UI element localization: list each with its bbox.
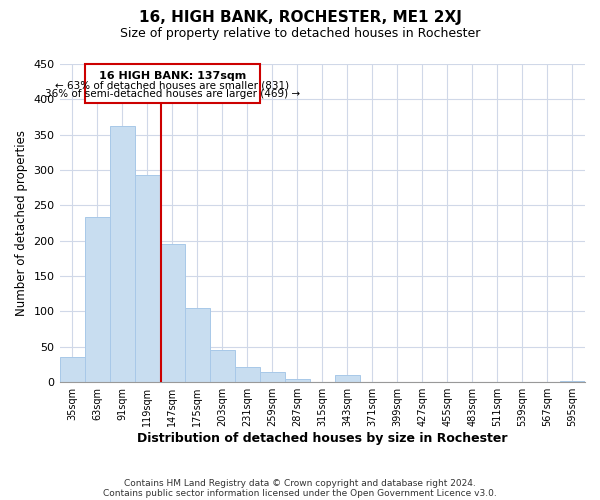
Y-axis label: Number of detached properties: Number of detached properties — [15, 130, 28, 316]
Bar — [260, 372, 285, 382]
Text: Contains HM Land Registry data © Crown copyright and database right 2024.: Contains HM Land Registry data © Crown c… — [124, 478, 476, 488]
Bar — [110, 126, 134, 382]
Bar — [85, 64, 260, 103]
Bar — [160, 244, 185, 382]
Bar — [185, 308, 209, 382]
Text: ← 63% of detached houses are smaller (831): ← 63% of detached houses are smaller (83… — [55, 80, 289, 90]
Bar — [209, 350, 235, 382]
Text: Contains public sector information licensed under the Open Government Licence v3: Contains public sector information licen… — [103, 488, 497, 498]
Text: 36% of semi-detached houses are larger (469) →: 36% of semi-detached houses are larger (… — [44, 88, 300, 99]
Bar — [59, 357, 85, 382]
Bar — [85, 216, 110, 382]
X-axis label: Distribution of detached houses by size in Rochester: Distribution of detached houses by size … — [137, 432, 508, 445]
Bar — [335, 375, 360, 382]
Text: 16, HIGH BANK, ROCHESTER, ME1 2XJ: 16, HIGH BANK, ROCHESTER, ME1 2XJ — [139, 10, 461, 25]
Bar — [285, 380, 310, 382]
Text: Size of property relative to detached houses in Rochester: Size of property relative to detached ho… — [120, 28, 480, 40]
Bar — [560, 381, 585, 382]
Bar — [235, 366, 260, 382]
Text: 16 HIGH BANK: 137sqm: 16 HIGH BANK: 137sqm — [98, 71, 246, 81]
Bar — [134, 175, 160, 382]
